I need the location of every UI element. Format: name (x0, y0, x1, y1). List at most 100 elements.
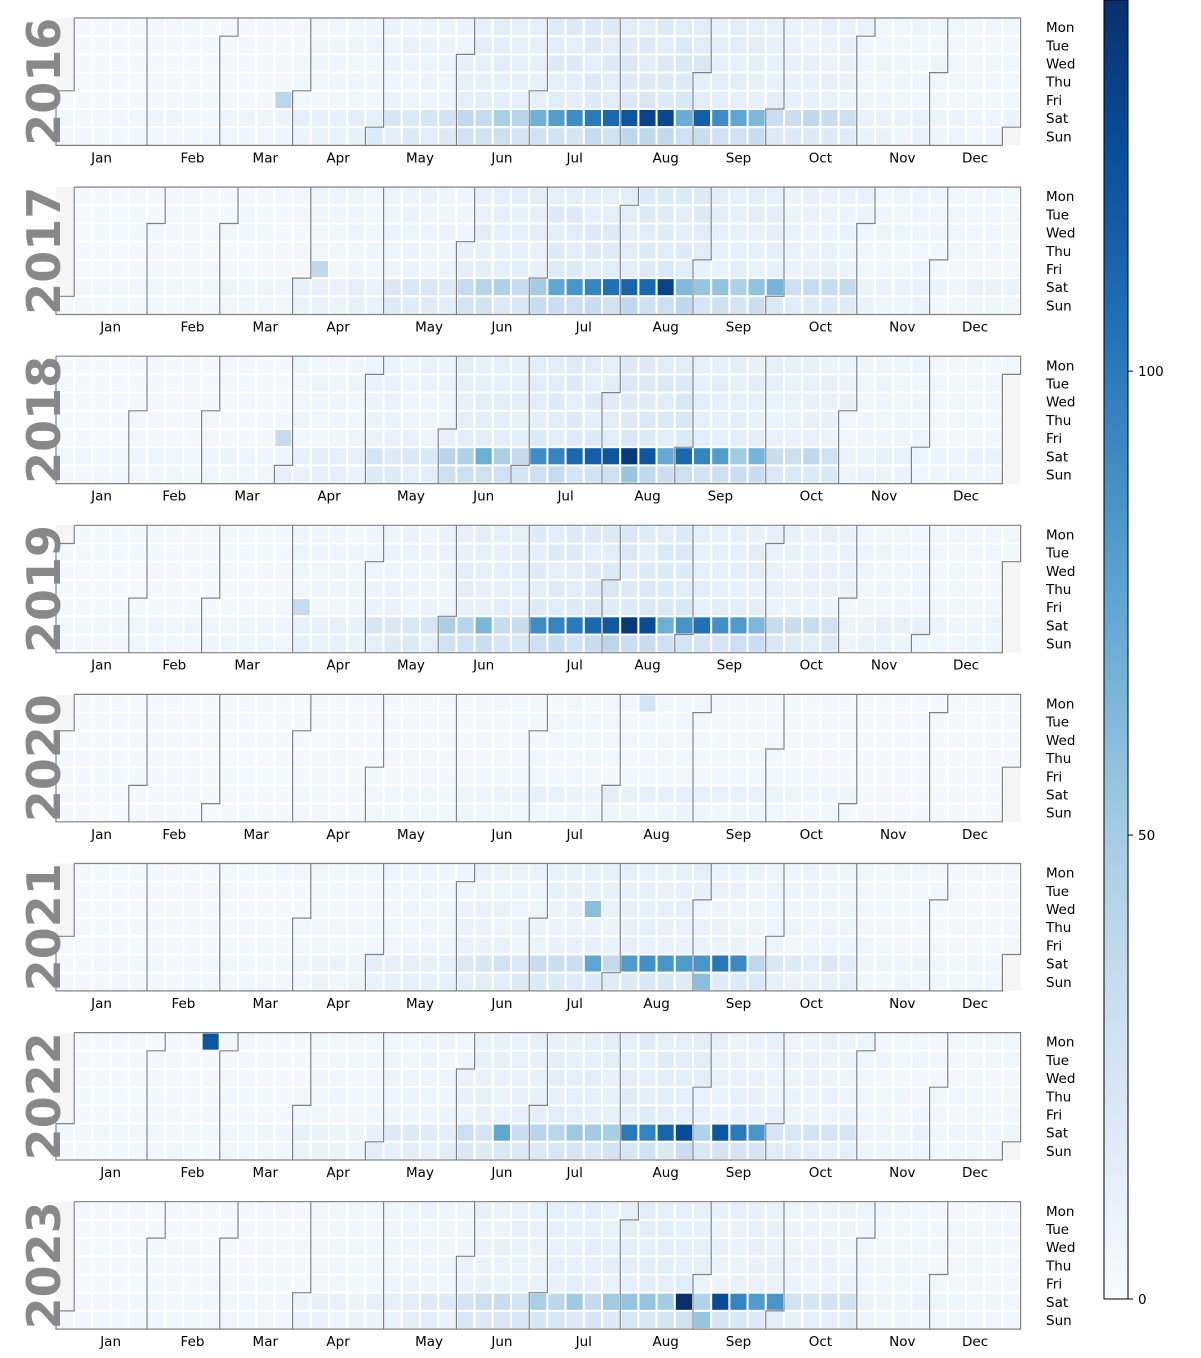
day-cell (419, 108, 440, 129)
day-cell (546, 729, 567, 750)
day-cell (146, 1273, 167, 1294)
day-cell (346, 409, 367, 430)
day-cell (200, 578, 221, 600)
month-boundary (128, 694, 148, 822)
day-cell (564, 935, 585, 956)
month-label: Jun (490, 320, 512, 336)
day-cell (237, 711, 258, 732)
day-cell (91, 108, 112, 129)
day-cell (346, 355, 367, 376)
day-cell (783, 1049, 804, 1071)
day-cell (874, 1140, 895, 1162)
day-cell (673, 784, 694, 805)
month-boundaries-2019 (55, 524, 1022, 654)
day-cell (182, 615, 203, 636)
day-cell (200, 693, 221, 714)
day-cell (983, 1140, 1004, 1162)
day-cell (582, 355, 603, 376)
day-cell (382, 240, 403, 261)
day-cell (673, 428, 694, 449)
day-cell (746, 373, 767, 394)
day-cell (965, 633, 986, 654)
month-label: May (406, 1165, 434, 1181)
day-cell (892, 862, 913, 883)
day-cell (673, 53, 694, 74)
day-cell (783, 711, 804, 732)
day-cell (237, 971, 258, 992)
day-cell (419, 464, 440, 485)
day-cell (419, 971, 440, 992)
day-cell (655, 464, 676, 485)
day-cell (328, 1068, 349, 1089)
day-cell (582, 693, 603, 714)
day-cell (455, 277, 476, 298)
day-cell (692, 953, 713, 974)
day-cell (146, 1200, 167, 1221)
day-cell (510, 784, 531, 805)
month-boundaries-2017 (55, 186, 1022, 316)
day-cell (437, 597, 458, 618)
day-cell (728, 428, 749, 449)
day-cell (673, 222, 694, 243)
day-cell (637, 1200, 658, 1221)
day-cell (346, 295, 367, 316)
day-cell (582, 222, 603, 243)
day-cell (127, 766, 149, 787)
day-cell (455, 729, 476, 750)
day-cell (546, 295, 567, 316)
day-cell (601, 711, 622, 732)
day-cell (364, 578, 385, 600)
day-cell (946, 578, 967, 600)
day-cell (328, 633, 349, 654)
day-cell (874, 1122, 895, 1143)
day-cell (855, 633, 876, 654)
day-cell (728, 391, 749, 412)
day-cell (291, 578, 312, 600)
day-cell (109, 1122, 130, 1143)
day-cell (491, 862, 512, 883)
day-cell (946, 222, 967, 243)
day-cell (328, 766, 349, 787)
weekday-label: Thu (1045, 1258, 1071, 1274)
day-cell (564, 1218, 585, 1240)
month-label: Sep (726, 1165, 751, 1181)
day-cell (419, 1237, 440, 1258)
month-boundary (219, 18, 239, 146)
day-cell (309, 391, 330, 412)
day-cell (346, 880, 367, 901)
day-cell (473, 17, 494, 38)
day-cell (673, 693, 694, 714)
day-cell (346, 126, 367, 147)
day-cell (783, 222, 804, 243)
day-cell (291, 1049, 312, 1071)
day-cell (855, 355, 876, 376)
day-cell (564, 693, 585, 714)
day-cell (764, 748, 785, 769)
day-cell (582, 615, 603, 636)
day-cell (746, 524, 767, 545)
day-cell (837, 711, 858, 732)
day-cell (255, 355, 276, 376)
day-cell (109, 1031, 130, 1052)
day-cell (637, 1068, 658, 1089)
day-cell (437, 1031, 458, 1052)
month-boundary (273, 356, 294, 484)
day-cell (983, 917, 1004, 938)
day-cell (437, 898, 458, 920)
day-cell (73, 971, 94, 992)
day-cell (164, 1273, 185, 1294)
day-cell (473, 898, 494, 920)
day-cell (965, 1237, 986, 1258)
day-cells-2017 (55, 186, 1022, 316)
day-cell (819, 729, 840, 750)
day-cell (673, 258, 694, 280)
day-cell (582, 971, 603, 992)
month-boundary (928, 1201, 949, 1330)
day-cell (783, 1104, 804, 1125)
day-cell (73, 1031, 94, 1052)
day-cell (546, 126, 567, 147)
day-cell (164, 35, 185, 56)
day-cell (874, 1255, 895, 1276)
day-cell (437, 295, 458, 316)
day-cell (237, 222, 258, 243)
